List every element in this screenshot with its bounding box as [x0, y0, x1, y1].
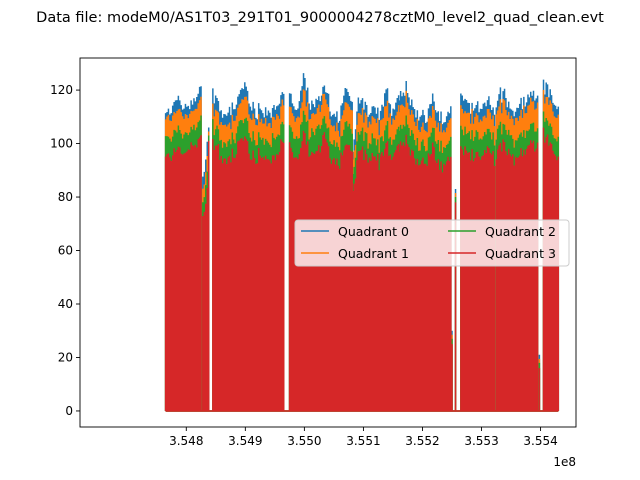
- x-tick-label: 3.552: [405, 434, 439, 448]
- legend-frame: [294, 219, 570, 267]
- y-tick-label: 20: [58, 350, 73, 364]
- x-tick-label: 3.550: [287, 434, 321, 448]
- x-offset-label: 1e8: [553, 455, 576, 469]
- legend-label-quadrant-3: Quadrant 3: [485, 246, 556, 261]
- y-tick-label: 120: [50, 83, 73, 97]
- legend-label-quadrant-2: Quadrant 2: [485, 224, 556, 239]
- y-tick-label: 80: [58, 190, 73, 204]
- y-tick-label: 100: [50, 137, 73, 151]
- x-tick-label: 3.554: [523, 434, 557, 448]
- legend-label-quadrant-0: Quadrant 0: [338, 224, 409, 239]
- plot-frame: [79, 57, 577, 428]
- legend: Quadrant 0 Quadrant 1 Quadrant 2 Quadran…: [294, 219, 570, 267]
- legend-label-quadrant-1: Quadrant 1: [338, 246, 409, 261]
- axis-layer: 3.548 3.549 3.550 3.551 3.552 3.553 3.554 0 20 40…: [50, 83, 558, 448]
- x-tick-label: 3.551: [346, 434, 380, 448]
- y-tick-label: 60: [58, 244, 73, 258]
- x-tick-label: 3.553: [464, 434, 498, 448]
- series-line-quadrant-3: [164, 127, 560, 412]
- y-tick-label: 0: [65, 404, 73, 418]
- x-tick-label: 3.548: [169, 434, 203, 448]
- y-tick-label: 40: [58, 297, 73, 311]
- chart-title: Data file: modeM0/AS1T03_291T01_90000042…: [36, 10, 604, 26]
- x-tick-label: 3.549: [228, 434, 262, 448]
